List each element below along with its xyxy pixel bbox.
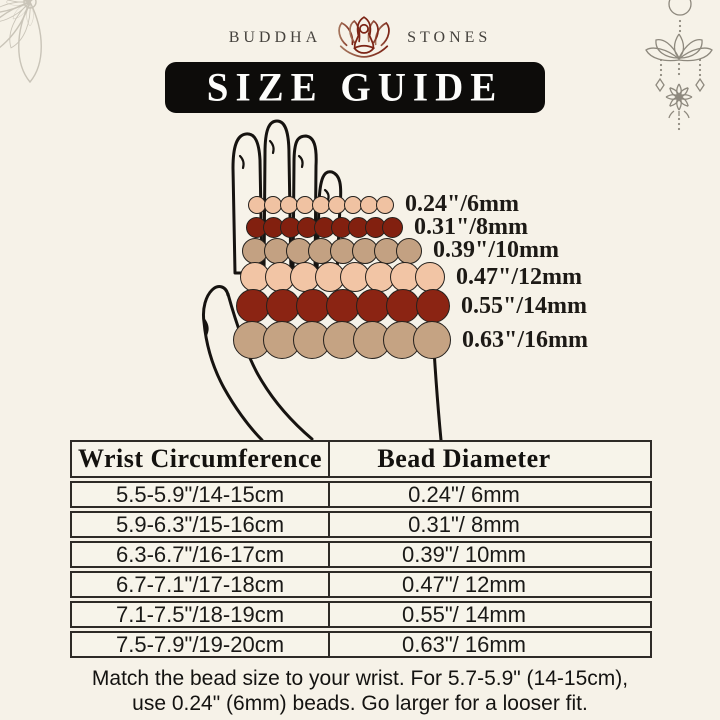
wrist-circumference-cell: 6.3-6.7"/16-17cm bbox=[116, 543, 285, 566]
fit-advice-line-1: Match the bead size to your wrist. For 5… bbox=[91, 667, 629, 690]
table-row: 6.3-6.7"/16-17cm 0.39"/ 10mm bbox=[70, 541, 652, 568]
bead bbox=[323, 321, 361, 359]
bead bbox=[413, 321, 451, 359]
bead-size-label: 0.63"/16mm bbox=[462, 326, 588, 353]
bead-diameter-cell: 0.31"/ 8mm bbox=[328, 513, 650, 536]
bracelet-row: 0.47"/12mm bbox=[240, 262, 582, 292]
wrist-circumference-cell: 7.1-7.5"/18-19cm bbox=[116, 603, 285, 626]
bead-size-label: 0.55"/14mm bbox=[461, 292, 587, 319]
bead-diameter-cell: 0.39"/ 10mm bbox=[328, 543, 650, 566]
bead-diameter-cell: 0.47"/ 12mm bbox=[328, 573, 650, 596]
bead bbox=[296, 289, 330, 323]
table-row: 5.9-6.3"/15-16cm 0.31"/ 8mm bbox=[70, 511, 652, 538]
size-guide-title: SIZE GUIDE bbox=[206, 65, 504, 110]
bead bbox=[264, 237, 290, 264]
mandala-decoration-icon bbox=[0, 0, 51, 84]
brand-word-left: BUDDHA bbox=[228, 29, 322, 46]
table-row: 5.5-5.9"/14-15cm 0.24"/ 6mm bbox=[70, 481, 652, 508]
bead bbox=[236, 289, 270, 323]
bead bbox=[265, 262, 295, 292]
size-table-header: Wrist Circumference Bead Diameter bbox=[70, 440, 652, 478]
wrist-circumference-header: Wrist Circumference bbox=[77, 444, 323, 473]
bracelet-row: 0.55"/14mm bbox=[236, 289, 587, 323]
bead-diameter-cell: 0.63"/ 16mm bbox=[328, 633, 650, 656]
brand-word-right: STONES bbox=[407, 29, 492, 46]
bead-diameter-header: Bead Diameter bbox=[328, 442, 650, 476]
bead-size-label: 0.39"/10mm bbox=[433, 237, 559, 263]
bead bbox=[396, 237, 422, 264]
size-guide-banner: SIZE GUIDE bbox=[165, 62, 545, 113]
wrist-circumference-cell: 5.5-5.9"/14-15cm bbox=[116, 483, 285, 506]
bracelet-row: 0.39"/10mm bbox=[242, 237, 559, 264]
bead bbox=[382, 216, 403, 238]
bead bbox=[266, 289, 300, 323]
wrist-circumference-cell: 6.7-7.1"/17-18cm bbox=[116, 573, 285, 596]
bead bbox=[356, 289, 390, 323]
bead bbox=[415, 262, 445, 292]
size-table: Wrist Circumference Bead Diameter 5.5-5.… bbox=[70, 440, 652, 658]
bead bbox=[386, 289, 420, 323]
wrist-circumference-cell: 7.5-7.9"/19-20cm bbox=[116, 633, 285, 656]
bracelet-row: 0.63"/16mm bbox=[233, 321, 588, 359]
bead bbox=[376, 195, 394, 214]
bead-diameter-cell: 0.24"/ 6mm bbox=[328, 483, 650, 506]
table-row: 6.7-7.1"/17-18cm 0.47"/ 12mm bbox=[70, 571, 652, 598]
bead-size-label: 0.31"/8mm bbox=[414, 213, 528, 240]
hanging-lotus-decoration-icon bbox=[645, 0, 713, 131]
table-row: 7.1-7.5"/18-19cm 0.55"/ 14mm bbox=[70, 601, 652, 628]
table-row: 7.5-7.9"/19-20cm 0.63"/ 16mm bbox=[70, 631, 652, 658]
bracelet-row: 0.31"/8mm bbox=[246, 214, 528, 241]
bead-size-label: 0.47"/12mm bbox=[456, 263, 582, 290]
fit-advice-note: Match the bead size to your wrist. For 5… bbox=[0, 667, 720, 716]
bracelet-row: 0.24"/6mm bbox=[248, 191, 519, 218]
bead-diameter-cell: 0.55"/ 14mm bbox=[328, 603, 650, 626]
bead bbox=[308, 237, 334, 264]
wrist-circumference-cell: 5.9-6.3"/15-16cm bbox=[116, 513, 285, 536]
bead-size-label: 0.24"/6mm bbox=[405, 191, 519, 217]
bead bbox=[416, 289, 450, 323]
brand-header: BUDDHA STONES bbox=[0, 14, 720, 62]
lotus-meditation-icon bbox=[338, 15, 390, 58]
bead bbox=[326, 289, 360, 323]
fit-advice-line-2: use 0.24" (6mm) beads. Go larger for a l… bbox=[132, 691, 588, 715]
